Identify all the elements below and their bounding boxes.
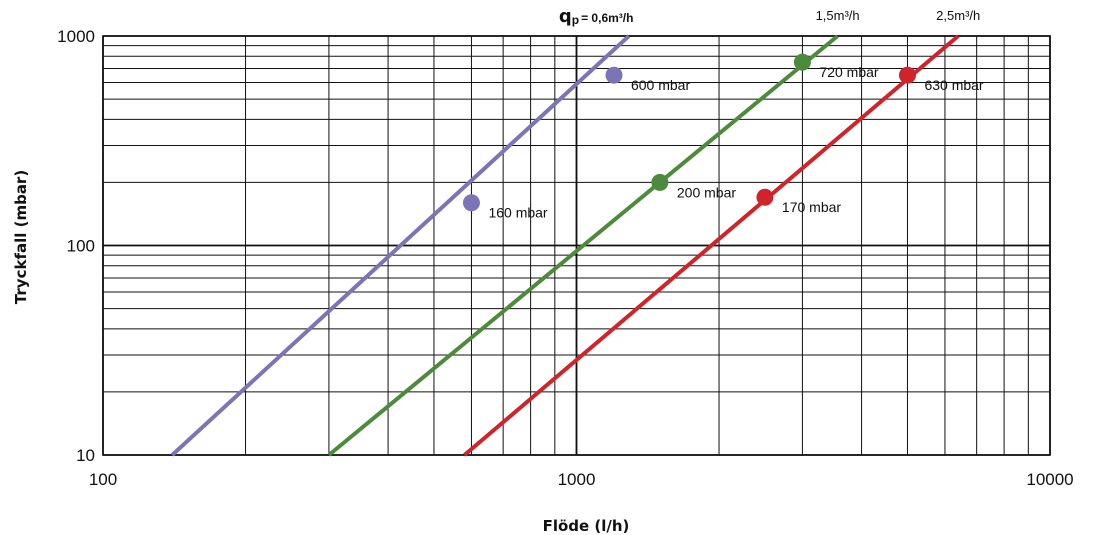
plot-frame: [102, 35, 1051, 456]
x-tick-label: 100: [89, 470, 117, 489]
data-label: 600 mbar: [631, 77, 690, 93]
data-point: [651, 173, 669, 191]
series-label: 2,5m³/h: [936, 8, 980, 23]
data-label: 170 mbar: [782, 199, 841, 215]
data-markers: 160 mbar 600 mbar 200 mbar 720 mbar 170 mbar…: [462, 53, 984, 221]
series-label-symbol: q: [559, 6, 572, 27]
data-point: [898, 66, 916, 84]
series-lines: [170, 34, 960, 457]
series-label-text: = 0,6m³/h: [581, 11, 633, 25]
y-tick-label: 10: [76, 446, 95, 465]
y-tick-label: 100: [67, 237, 95, 256]
x-tick-label: 1000: [558, 470, 596, 489]
x-tick-label: 10000: [1026, 470, 1073, 489]
grid: [102, 35, 1051, 456]
data-point: [793, 53, 811, 71]
data-label: 720 mbar: [819, 64, 878, 80]
series-label: 1,5m³/h: [816, 8, 860, 23]
data-point: [605, 66, 623, 84]
series-labels: qp = 0,6m³/h 1,5m³/h 2,5m³/h: [559, 6, 980, 27]
data-point: [756, 188, 774, 206]
y-axis-title: Tryckfall (mbar): [12, 170, 30, 304]
series-label: qp = 0,6m³/h: [559, 6, 634, 27]
data-label: 630 mbar: [924, 77, 983, 93]
data-point: [462, 194, 480, 212]
series-line: [170, 34, 631, 457]
series-label-subscript: p: [572, 13, 579, 27]
y-tick-label: 1000: [57, 27, 95, 46]
data-label: 160 mbar: [488, 205, 547, 221]
series-line: [327, 34, 839, 457]
tick-labels: 100 1000 10000 10 100 1000: [57, 27, 1073, 489]
data-label: 200 mbar: [677, 184, 736, 200]
series-line: [463, 34, 960, 457]
x-axis-title: Flöde (l/h): [543, 517, 630, 535]
